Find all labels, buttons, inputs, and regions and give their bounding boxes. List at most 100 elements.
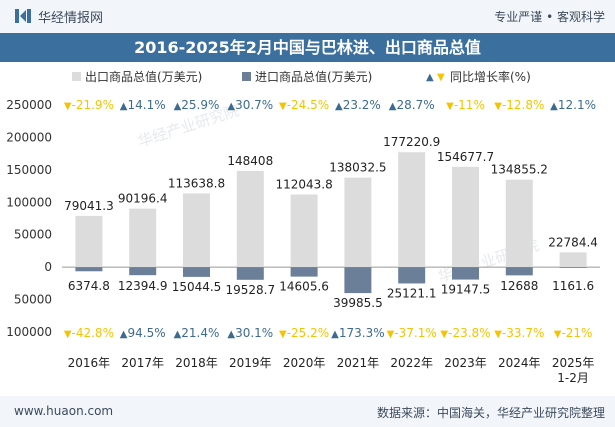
- import-bar: [398, 267, 426, 284]
- export-growth-label: ▼-21.9%: [64, 98, 114, 112]
- export-value-label: 154677.7: [437, 150, 494, 164]
- up-arrow-icon: ▲: [227, 101, 235, 112]
- down-arrow-icon: ▼: [494, 329, 502, 340]
- export-growth-label: ▼-24.5%: [279, 98, 329, 112]
- import-growth-label: ▲94.5%: [120, 326, 166, 340]
- import-bar: [129, 267, 157, 276]
- export-bar: [290, 194, 318, 268]
- chart-title: 2016-2025年2月中国与巴林进、出口商品总值: [134, 38, 481, 57]
- website-link[interactable]: www.huaon.com: [14, 404, 114, 418]
- x-tick-label: 2022年: [390, 356, 433, 370]
- x-tick-label: 2019年: [229, 356, 272, 370]
- import-value-label: 19528.7: [225, 283, 275, 297]
- export-value-label: 177220.9: [383, 135, 440, 149]
- import-bar: [505, 267, 533, 276]
- legend-label-export: 出口商品总值(万美元): [85, 69, 202, 84]
- import-value-label: 12688: [500, 279, 538, 293]
- growth-value: 28.7%: [396, 98, 434, 112]
- x-axis: 2016年 2017年 2018年 2019年 2020年 2021年 2022年 2023年…: [68, 356, 595, 385]
- x-tick-label: 2025年: [552, 356, 595, 370]
- y-tick-label: 0: [44, 260, 52, 274]
- export-growth-label: ▼-11%: [446, 98, 485, 112]
- down-arrow-icon: ▼: [440, 329, 448, 340]
- x-tick-label: 2021年: [337, 356, 380, 370]
- x-tick-label: 2018年: [175, 356, 218, 370]
- y-tick-label: 100000: [6, 195, 52, 209]
- import-growth-label: ▼-42.8%: [64, 326, 114, 340]
- x-tick-label: 2024年: [498, 356, 541, 370]
- slogan: 专业严谨 • 客观科学: [494, 10, 605, 24]
- down-arrow-icon: ▼: [64, 101, 72, 112]
- growth-value: 14.1%: [127, 98, 165, 112]
- growth-labels: ▼-21.9% ▲14.1% ▲25.9% ▲30.7% ▼-24.5% ▲23.2% ▲2…: [64, 98, 596, 340]
- import-growth-label: ▲30.1%: [227, 326, 273, 340]
- title-bar: 2016-2025年2月中国与巴林进、出口商品总值: [0, 33, 615, 62]
- growth-value: -21%: [561, 326, 592, 340]
- import-value-label: 15044.5: [172, 280, 222, 294]
- export-value-label: 138032.5: [329, 161, 386, 175]
- up-arrow-icon: ▲: [550, 101, 558, 112]
- export-value-label: 134855.2: [491, 163, 548, 177]
- export-value-label: 22784.4: [548, 235, 598, 249]
- import-growth-label: ▼-25.2%: [279, 326, 329, 340]
- legend-label-growth: 同比增长率(%): [450, 69, 531, 84]
- import-growth-label: ▼-21%: [554, 326, 593, 340]
- export-bar: [75, 215, 103, 268]
- up-arrow-icon: ▲: [120, 101, 128, 112]
- growth-value: -24.5%: [287, 98, 329, 112]
- growth-value: 94.5%: [127, 326, 165, 340]
- down-arrow-icon: ▼: [64, 329, 72, 340]
- growth-value: -37.1%: [394, 326, 436, 340]
- growth-value: 25.9%: [181, 98, 219, 112]
- export-growth-label: ▲25.9%: [174, 98, 220, 112]
- down-arrow-icon: ▼: [554, 329, 562, 340]
- x-tick-label: 1-2月: [557, 371, 589, 385]
- export-value-label: 113638.8: [168, 176, 225, 190]
- legend-label-import: 进口商品总值(万美元): [255, 69, 372, 84]
- growth-value: 21.4%: [181, 326, 219, 340]
- export-value-label: 79041.3: [64, 199, 114, 213]
- import-value-label: 39985.5: [333, 296, 383, 310]
- down-arrow-icon: ▼: [387, 329, 395, 340]
- chart-legend: 出口商品总值(万美元) 进口商品总值(万美元) ▲ ▼ 同比增长率(%): [72, 69, 531, 84]
- import-growth-label: ▼-33.7%: [494, 326, 544, 340]
- export-bar: [505, 179, 533, 268]
- legend-up-arrow-icon: ▲: [426, 72, 434, 83]
- import-value-label: 19147.5: [441, 283, 491, 297]
- export-bar: [236, 170, 264, 268]
- import-bar: [236, 267, 264, 280]
- import-bar: [183, 267, 210, 277]
- import-growth-label: ▼-23.8%: [440, 326, 490, 340]
- import-growth-label: ▼-37.1%: [387, 326, 437, 340]
- up-arrow-icon: ▲: [227, 329, 235, 340]
- data-source: 数据来源：中国海关，华经产业研究院整理: [376, 406, 605, 420]
- x-tick-label: 2020年: [283, 356, 326, 370]
- import-bar: [559, 267, 587, 268]
- export-value-label: 90196.4: [118, 192, 168, 206]
- down-arrow-icon: ▼: [279, 329, 287, 340]
- x-tick-label: 2017年: [121, 356, 164, 370]
- export-bar: [183, 193, 210, 268]
- y-tick-label: 50000: [14, 293, 52, 307]
- legend-down-arrow-icon: ▼: [437, 72, 445, 83]
- export-bar: [452, 166, 479, 268]
- y-tick-label: 100000: [6, 325, 52, 339]
- export-growth-label: ▲28.7%: [389, 98, 435, 112]
- y-tick-label: 200000: [6, 130, 52, 144]
- growth-value: 12.1%: [558, 98, 596, 112]
- export-bar: [398, 152, 426, 268]
- up-arrow-icon: ▲: [174, 329, 182, 340]
- import-value-label: 1161.6: [552, 279, 594, 293]
- export-value-label: 112043.8: [275, 177, 332, 191]
- growth-value: 30.7%: [235, 98, 273, 112]
- export-bar: [344, 177, 372, 268]
- footer: www.huaon.com 数据来源：中国海关，华经产业研究院整理: [0, 396, 615, 427]
- huajing-logo-icon: [15, 9, 31, 23]
- bars-layer: [75, 152, 587, 294]
- x-tick-label: 2023年: [444, 356, 487, 370]
- export-bar: [129, 208, 157, 268]
- top-bar: 华经情报网 专业严谨 • 客观科学: [0, 0, 615, 33]
- legend-swatch-import: [242, 72, 251, 81]
